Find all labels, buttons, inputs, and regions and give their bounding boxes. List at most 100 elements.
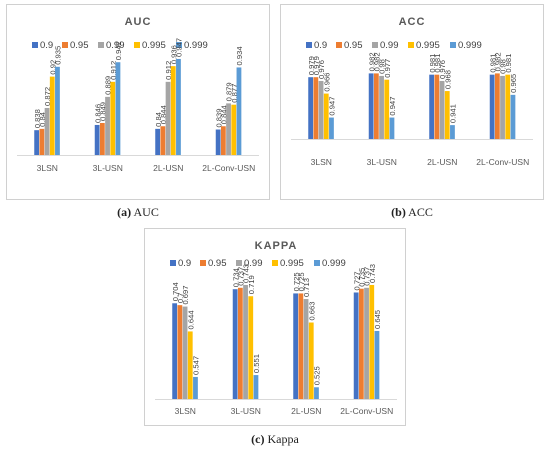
auc-data-label-2-4: 0.947 <box>175 38 184 57</box>
auc-legend-label-3: 0.995 <box>142 40 166 51</box>
auc-bar-0-2 <box>44 107 50 155</box>
acc-legend-swatch-0 <box>306 42 312 48</box>
auc-bar-0-0 <box>34 130 40 155</box>
acc-data-label-0-3: 0.966 <box>322 73 331 92</box>
kappa-data-label-0-1: 0.7 <box>176 293 185 304</box>
auc-legend-label-2: 0.99 <box>106 40 125 51</box>
acc-bar-0-3 <box>323 93 329 139</box>
kappa-chart-title: KAPPA <box>255 240 298 252</box>
kappa-chart-panel: KAPPA 0.9 0.95 0.99 0.995 0.999 0.704 0.7 0.697 0… <box>144 228 406 426</box>
acc-data-label-0-1: 0.979 <box>312 56 321 75</box>
kappa-data-label-3-0: 0.727 <box>352 271 361 290</box>
auc-bar-3-4 <box>236 67 242 155</box>
acc-data-label-1-0: 0.982 <box>367 52 376 71</box>
auc-data-label-3-2: 0.879 <box>225 82 234 101</box>
kappa-data-label-2-2: 0.713 <box>302 278 311 297</box>
acc-bar-2-0 <box>429 74 435 139</box>
auc-legend-swatch-3 <box>134 42 140 48</box>
caption-auc: (a) AUC <box>6 205 270 220</box>
kappa-data-label-0-3: 0.644 <box>186 310 195 329</box>
kappa-data-label-0-0: 0.704 <box>171 282 180 301</box>
acc-category-label-2: 2L-USN <box>427 157 457 167</box>
acc-bar-0-4 <box>329 117 334 139</box>
auc-data-label-3-1: 0.844 <box>220 105 229 124</box>
auc-legend-swatch-0 <box>32 42 38 48</box>
kappa-bar-2-2 <box>303 299 309 399</box>
kappa-bar-2-3 <box>308 322 314 399</box>
acc-bar-1-1 <box>373 73 379 139</box>
auc-bar-1-4 <box>115 62 121 155</box>
auc-data-label-0-2: 0.872 <box>43 87 52 106</box>
acc-bar-0-2 <box>318 80 324 139</box>
auc-data-label-1-3: 0.912 <box>109 61 118 80</box>
acc-bar-3-4 <box>510 94 516 139</box>
auc-legend-label-0: 0.9 <box>40 40 53 51</box>
caption-kappa: (c) Kappa <box>144 432 406 447</box>
acc-data-label-0-4: 0.947 <box>328 97 337 116</box>
kappa-legend-swatch-4 <box>314 260 320 266</box>
acc-legend-swatch-4 <box>450 42 456 48</box>
kappa-legend-label-4: 0.999 <box>322 258 346 269</box>
acc-legend-swatch-3 <box>408 42 414 48</box>
auc-data-label-2-0: 0.84 <box>154 112 163 127</box>
auc-bar-1-0 <box>94 124 100 155</box>
caption-auc-letter: (a) <box>117 205 132 219</box>
acc-bar-3-1 <box>494 73 500 139</box>
kappa-bar-0-3 <box>187 331 193 399</box>
kappa-data-label-1-1: 0.737 <box>237 267 246 286</box>
kappa-legend-label-0: 0.9 <box>178 258 191 269</box>
kappa-bar-0-0 <box>172 303 178 399</box>
kappa-data-label-0-2: 0.697 <box>181 286 190 305</box>
acc-data-label-1-2: 0.98 <box>378 59 387 74</box>
acc-bar-1-2 <box>379 75 384 139</box>
kappa-data-label-3-4: 0.645 <box>373 310 382 329</box>
acc-data-label-3-1: 0.982 <box>494 52 503 71</box>
auc-data-label-3-3: 0.877 <box>230 84 239 103</box>
kappa-data-label-2-0: 0.725 <box>292 272 301 291</box>
acc-chart-panel: ACC 0.9 0.95 0.99 0.995 0.999 0.979 0.979 0.976 0… <box>280 4 544 200</box>
acc-data-label-1-1: 0.982 <box>373 52 382 71</box>
auc-data-label-0-0: 0.838 <box>33 109 42 128</box>
auc-bar-0-3 <box>49 76 55 155</box>
acc-bar-2-4 <box>450 125 455 139</box>
kappa-bar-2-0 <box>293 293 299 399</box>
acc-bar-2-1 <box>434 74 440 139</box>
acc-chart-title: ACC <box>399 16 426 28</box>
acc-bar-1-3 <box>384 79 390 139</box>
kappa-category-label-1: 3L-USN <box>231 406 261 416</box>
acc-legend-swatch-1 <box>336 42 342 48</box>
kappa-bar-3-0 <box>353 292 359 399</box>
auc-legend-swatch-4 <box>176 42 182 48</box>
auc-data-label-2-2: 0.912 <box>164 61 173 80</box>
kappa-bar-3-2 <box>364 287 369 399</box>
kappa-bar-3-4 <box>374 330 380 399</box>
kappa-bar-1-3 <box>248 296 254 399</box>
acc-data-label-2-0: 0.981 <box>428 54 437 73</box>
acc-legend-label-0: 0.9 <box>314 40 327 51</box>
kappa-bar-0-2 <box>182 306 188 399</box>
acc-category-label-3: 2L-Conv-USN <box>476 157 529 167</box>
acc-legend-label-1: 0.95 <box>344 40 363 51</box>
kappa-bar-3-1 <box>358 288 364 399</box>
auc-bar-1-1 <box>99 122 105 155</box>
auc-data-label-1-1: 0.849 <box>99 102 108 121</box>
auc-data-label-2-1: 0.844 <box>159 105 168 124</box>
auc-bar-1-3 <box>110 81 116 155</box>
kappa-category-label-2: 2L-USN <box>291 406 321 416</box>
auc-data-label-3-4: 0.934 <box>235 46 244 65</box>
kappa-data-label-3-1: 0.735 <box>358 268 367 287</box>
auc-chart-title: AUC <box>125 16 152 28</box>
auc-bar-1-2 <box>105 96 110 155</box>
acc-data-label-1-3: 0.977 <box>383 59 392 78</box>
acc-data-label-3-3: 0.981 <box>504 54 513 73</box>
acc-legend-label-4: 0.999 <box>458 40 482 51</box>
auc-data-label-0-4: 0.935 <box>54 46 63 65</box>
auc-bar-2-1 <box>160 126 166 155</box>
acc-data-label-3-4: 0.965 <box>509 74 518 93</box>
acc-bar-2-2 <box>439 80 445 139</box>
kappa-data-label-2-1: 0.725 <box>297 272 306 291</box>
kappa-bar-1-2 <box>243 284 248 399</box>
kappa-category-label-0: 3LSN <box>175 406 196 416</box>
acc-data-label-2-2: 0.976 <box>438 60 447 79</box>
auc-data-label-1-4: 0.942 <box>114 41 123 60</box>
